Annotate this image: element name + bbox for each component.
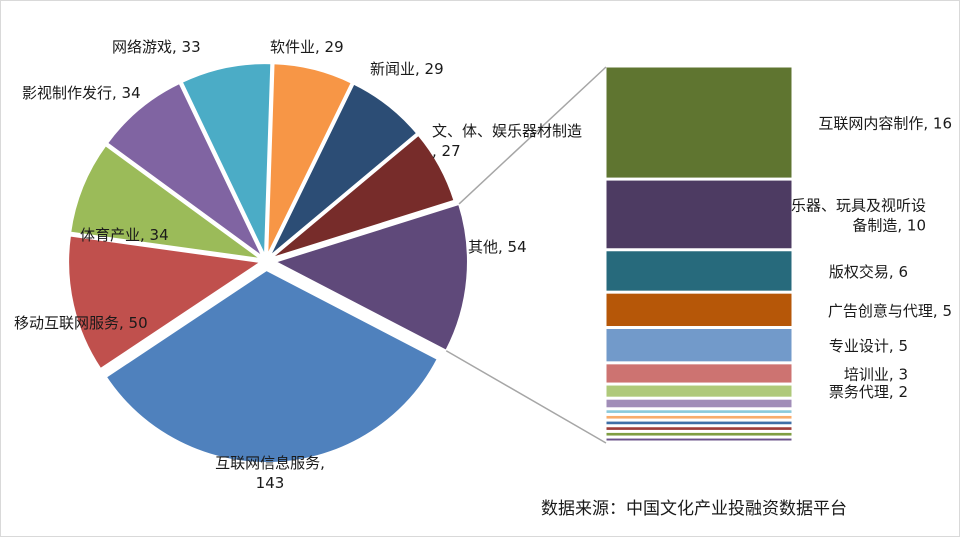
pie-label: 体育产业, 34 — [80, 226, 169, 244]
pie-slice — [67, 234, 264, 371]
pie-label: 移动互联网服务, 50 — [14, 314, 148, 332]
pie-label: 新闻业, 29 — [370, 60, 444, 78]
bar-label: 专业设计, 5 — [829, 337, 908, 355]
pie-slice — [269, 133, 456, 260]
bar-label: 广告创意与代理, 5 — [828, 302, 952, 320]
bar-label: 版权交易, 6 — [829, 263, 908, 281]
bar-segment — [605, 363, 793, 384]
pie-label: 文、体、娱乐器材制造, 27 — [432, 122, 582, 160]
bar-segment — [605, 384, 793, 398]
bar-label: 互联网内容制作, 16 — [818, 115, 952, 133]
pie-label: 影视制作发行, 34 — [22, 84, 141, 102]
bar-label: 乐器、玩具及视听设备制造, 10 — [791, 196, 926, 234]
labels: 互联网信息服务, 143 移动互联网服务, 50 体育产业, 34 影视制作发行, 34… — [14, 38, 952, 492]
pie-label: 其他, 54 — [468, 238, 527, 256]
pie-slice — [105, 81, 264, 258]
pie-label: 互联网信息服务, 143 — [215, 454, 325, 492]
bar-segment — [605, 292, 793, 328]
pie-slice — [180, 62, 273, 257]
pie — [67, 62, 469, 464]
bar-segment — [605, 426, 793, 431]
bar-segment — [605, 328, 793, 363]
bar-segment — [605, 437, 793, 442]
connector-line — [445, 350, 607, 444]
bar-segment — [605, 398, 793, 409]
bar-label: 培训业, 3 — [844, 365, 908, 383]
bar-segment — [605, 179, 793, 250]
pie-slice — [69, 143, 262, 261]
breakdown-bar — [445, 66, 793, 444]
source-note: 数据来源：中国文化产业投融资数据平台 — [541, 499, 847, 519]
pie-slice — [266, 62, 354, 257]
bar-segment — [605, 250, 793, 292]
pie-label: 网络游戏, 33 — [112, 38, 201, 56]
bar-label: 票务代理, 2 — [829, 383, 908, 401]
bar-segment — [605, 66, 793, 179]
bar-segment — [605, 420, 793, 426]
bar-segment — [605, 409, 793, 414]
connector-line — [458, 66, 607, 205]
pie-slice — [272, 202, 469, 353]
pie-slice — [104, 268, 440, 464]
pie-label: 软件业, 29 — [270, 38, 344, 56]
pie-slice — [268, 82, 419, 258]
bar-segment — [605, 414, 793, 420]
bar-segment — [605, 431, 793, 437]
